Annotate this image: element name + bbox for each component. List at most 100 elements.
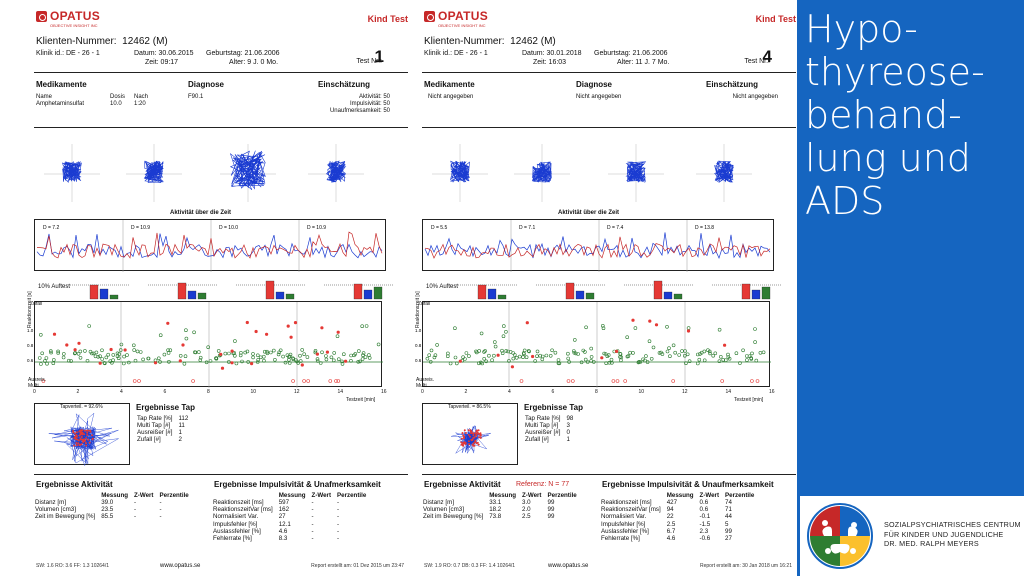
quarter-d-value: D = 7.4	[607, 225, 623, 231]
rt-point	[216, 349, 221, 353]
table-cell: 73.8	[489, 513, 502, 521]
table-cell: 44	[725, 513, 732, 521]
opatus-logo: OPATUS	[36, 9, 100, 24]
rt-point	[641, 357, 645, 362]
rt-point	[500, 348, 504, 353]
rt-point	[313, 348, 318, 353]
table-row: ReaktionszeitVar [ms] 94 0.6 71	[598, 506, 757, 513]
rt-point	[758, 350, 763, 355]
tap-point	[467, 429, 470, 432]
time-tick: 2	[464, 389, 468, 395]
rt-point	[361, 351, 366, 355]
rt-point	[111, 353, 116, 357]
rt-point	[269, 350, 273, 355]
rt-point	[585, 360, 590, 364]
rt-error-point	[723, 343, 727, 347]
table-header-cell	[598, 492, 664, 499]
rt-point	[251, 352, 255, 356]
rt-point	[214, 356, 219, 360]
outlier-point	[302, 379, 306, 383]
activity-lines: D = 7.2 D = 10.9 D = 10.0 D = 10.9	[36, 220, 383, 272]
quarter-d-value: D = 5.5	[431, 225, 447, 231]
rt-point	[636, 360, 641, 365]
table-cell: ReaktionszeitVar [ms]	[601, 506, 661, 514]
ausreis-label: Ausreis.	[28, 377, 47, 383]
rt-point	[511, 356, 516, 361]
tap-point	[85, 444, 88, 447]
auftest-bars	[60, 280, 394, 300]
rt-point	[276, 352, 281, 357]
divider	[34, 127, 408, 128]
test-type: Kind Test	[367, 14, 408, 24]
table-cell: -	[159, 506, 162, 514]
table-row: Reaktionszeit [ms] 597 - -	[210, 499, 369, 506]
time-tick: 16	[381, 389, 387, 395]
tap-point	[73, 437, 76, 440]
outlier-point	[623, 379, 627, 383]
tap-point	[80, 432, 82, 435]
rt-point	[313, 350, 318, 355]
rt-error-point	[123, 348, 127, 352]
rt-point	[533, 359, 537, 363]
rt-point	[157, 356, 161, 361]
impulsivity-results-title: Ergebnisse Impulsivität & Unaufmerksamke…	[602, 480, 774, 489]
table-cell: Auslassfehler [%]	[213, 527, 261, 535]
rt-point	[256, 357, 260, 362]
rt-error-point	[686, 329, 691, 333]
auftest-bars	[448, 280, 782, 300]
quarter-d-value: D = 10.0	[219, 225, 238, 231]
rt-point	[548, 353, 553, 358]
rt-point	[659, 350, 663, 355]
rt-point	[500, 351, 505, 356]
rt-point	[606, 353, 611, 357]
rt-point	[572, 350, 577, 355]
rt-error-point	[181, 343, 185, 347]
medication-cell: Nicht angegeben	[428, 94, 474, 100]
rt-point	[631, 351, 635, 355]
table-header-cell: Z-Wert	[522, 492, 542, 499]
opatus-logo-icon	[36, 11, 47, 23]
rt-point	[118, 348, 123, 352]
rt-error-point	[300, 363, 304, 367]
rt-point	[87, 324, 92, 328]
table-cell: 99	[547, 513, 555, 521]
table-cell: 4.6	[666, 534, 676, 542]
rt-point	[239, 350, 243, 355]
rt-point	[108, 359, 113, 364]
rt-point	[324, 357, 329, 362]
table-cell: 33.1	[489, 499, 502, 507]
table-row: Normalisiert Var. 27 - -	[210, 513, 369, 520]
tap-results-title: Ergebnisse Tap	[524, 403, 583, 412]
rt-tick: 0.6	[415, 358, 422, 363]
rt-point	[687, 359, 692, 364]
rt-point	[223, 351, 228, 356]
rt-point	[44, 356, 49, 360]
table-row: Zufall [#] 2	[134, 436, 191, 443]
table-header-cell: Messung	[489, 492, 517, 499]
rt-point	[133, 358, 138, 363]
rt-error-point	[153, 361, 158, 365]
rt-point	[695, 361, 700, 366]
rt-error-point	[293, 321, 298, 325]
tap-point	[478, 436, 481, 439]
rt-point	[331, 358, 336, 363]
table-header-row: Messung Z-Wert Perzentile	[598, 492, 757, 499]
rt-point	[651, 345, 656, 350]
auftest-bar	[487, 288, 497, 300]
rt-point	[255, 360, 260, 364]
table-cell: -	[311, 527, 314, 535]
rt-point	[138, 350, 143, 354]
table-cell: 71	[725, 506, 732, 514]
rt-point	[305, 355, 310, 359]
outlier-point	[132, 379, 137, 383]
rt-point	[734, 351, 739, 356]
footer-url[interactable]: www.opatus.se	[548, 563, 589, 570]
rt-point	[183, 354, 188, 359]
activity-plot-title: Aktivität über die Zeit	[170, 210, 232, 216]
medication-col-header: Dosis	[110, 94, 126, 100]
rt-point	[356, 359, 361, 364]
rt-point	[315, 357, 320, 361]
tap-point	[479, 436, 482, 439]
footer-url[interactable]: www.opatus.se	[160, 563, 201, 570]
table-header-cell: Perzentile	[547, 492, 577, 499]
